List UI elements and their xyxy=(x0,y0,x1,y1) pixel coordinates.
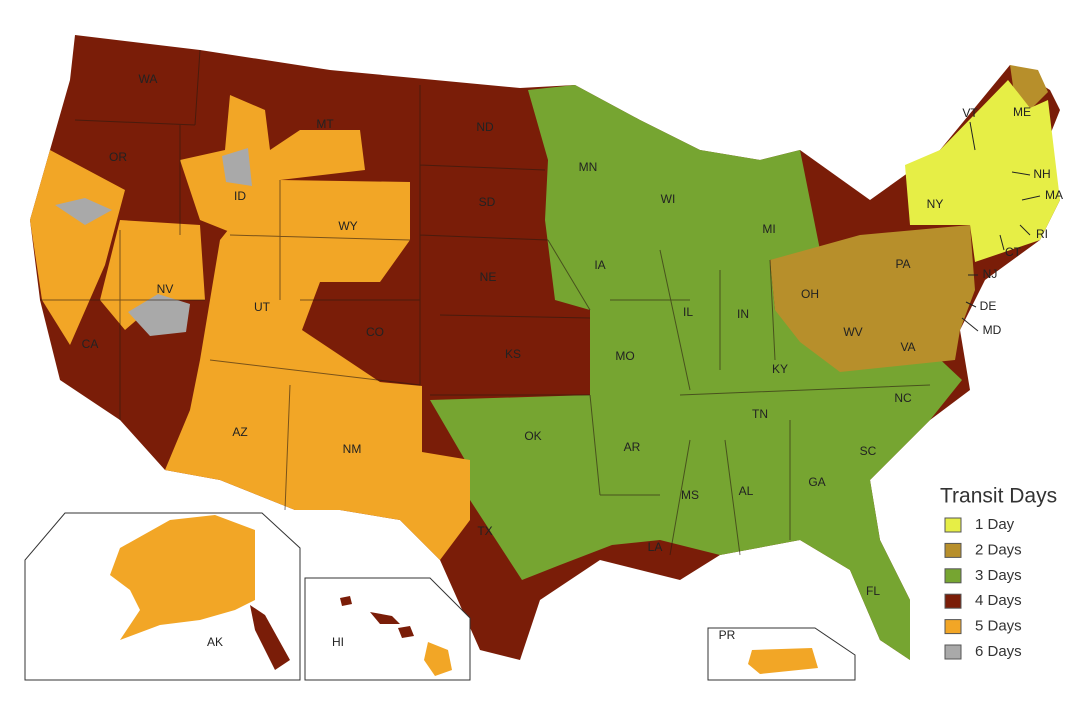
state-label: PR xyxy=(719,628,736,642)
region-5-days xyxy=(100,220,205,330)
state-label: ND xyxy=(476,120,494,134)
state-label: SD xyxy=(479,195,496,209)
legend-label: 6 Days xyxy=(975,643,1022,660)
state-label: AR xyxy=(624,440,641,454)
state-label: WY xyxy=(338,219,357,233)
state-label: AL xyxy=(739,484,754,498)
state-label: GA xyxy=(808,475,825,489)
state-label: MI xyxy=(762,222,775,236)
state-label: RI xyxy=(1036,227,1048,241)
state-label: CA xyxy=(82,337,99,351)
region-5-days xyxy=(180,95,365,240)
state-label: MN xyxy=(579,160,598,174)
state-label: WA xyxy=(139,72,158,86)
puerto-rico xyxy=(748,648,818,674)
state-label: VA xyxy=(900,340,915,354)
state-label: ID xyxy=(234,189,246,203)
state-label: IN xyxy=(737,307,749,321)
state-label: CO xyxy=(366,325,384,339)
state-label: IL xyxy=(683,305,693,319)
state-label: MT xyxy=(316,117,334,131)
state-label: MS xyxy=(681,488,699,502)
state-label: NM xyxy=(343,442,362,456)
state-label: LA xyxy=(648,540,663,554)
hawaii-islands xyxy=(370,612,400,624)
region-3-days xyxy=(430,85,962,660)
state-label: FL xyxy=(866,584,880,598)
state-label: AK xyxy=(207,635,223,649)
state-label: AZ xyxy=(232,425,247,439)
legend-swatch xyxy=(944,619,962,635)
hawaii xyxy=(424,642,452,676)
state-label: ME xyxy=(1013,105,1031,119)
leader-lines xyxy=(961,121,1041,332)
state-label: TN xyxy=(752,407,768,421)
region-5-days xyxy=(30,150,125,345)
state-label: KS xyxy=(505,347,521,361)
state-label: PA xyxy=(895,257,910,271)
state-label: WI xyxy=(661,192,676,206)
state-labels: WA OR ID MT WY NV UT CO CA AZ NM ND SD N… xyxy=(82,72,1063,649)
state-label: OR xyxy=(109,150,127,164)
state-label: NH xyxy=(1033,167,1050,181)
legend-swatch xyxy=(944,568,962,584)
state-label: SC xyxy=(860,444,877,458)
state-label: UT xyxy=(254,300,271,314)
region-6-days xyxy=(222,148,252,186)
region-5-days xyxy=(165,180,470,560)
state-label: OH xyxy=(801,287,819,301)
state-label: OK xyxy=(524,429,541,443)
legend-title: Transit Days xyxy=(940,485,1057,508)
legend-label: 1 Day xyxy=(975,516,1015,533)
hawaii-islands xyxy=(340,596,352,606)
region-1-day xyxy=(905,80,1060,262)
legend-swatch xyxy=(944,542,962,558)
legend-label: 3 Days xyxy=(975,567,1022,584)
legend-swatch xyxy=(944,517,962,533)
state-label: NE xyxy=(480,270,497,284)
region-6-days xyxy=(55,198,112,225)
state-label: MD xyxy=(983,323,1002,337)
legend-swatch xyxy=(944,644,962,660)
state-label: WV xyxy=(843,325,862,339)
state-label: DE xyxy=(980,299,997,313)
state-borders xyxy=(40,49,931,556)
legend-label: 4 Days xyxy=(975,592,1022,609)
legend-label: 2 Days xyxy=(975,541,1022,558)
state-label: NV xyxy=(157,282,174,296)
legend-swatch xyxy=(944,593,962,609)
state-label: MO xyxy=(615,349,634,363)
legend: Transit Days 1 Day 2 Days 3 Days 4 Days 5 Da… xyxy=(940,485,1057,660)
state-label: KY xyxy=(772,362,788,376)
state-label: CT xyxy=(1005,245,1022,259)
state-label: HI xyxy=(332,635,344,649)
region-6-days xyxy=(128,294,190,336)
state-label: VT xyxy=(962,106,978,120)
state-label: NY xyxy=(927,197,944,211)
state-label: TX xyxy=(477,524,492,538)
state-label: NJ xyxy=(983,267,998,281)
region-2-days xyxy=(770,225,975,372)
state-label: MA xyxy=(1045,188,1063,202)
alaska xyxy=(110,515,255,640)
state-label: IA xyxy=(594,258,605,272)
hawaii-islands xyxy=(398,626,414,638)
alaska-panhandle xyxy=(250,605,290,670)
legend-label: 5 Days xyxy=(975,618,1022,635)
state-label: NC xyxy=(894,391,912,405)
